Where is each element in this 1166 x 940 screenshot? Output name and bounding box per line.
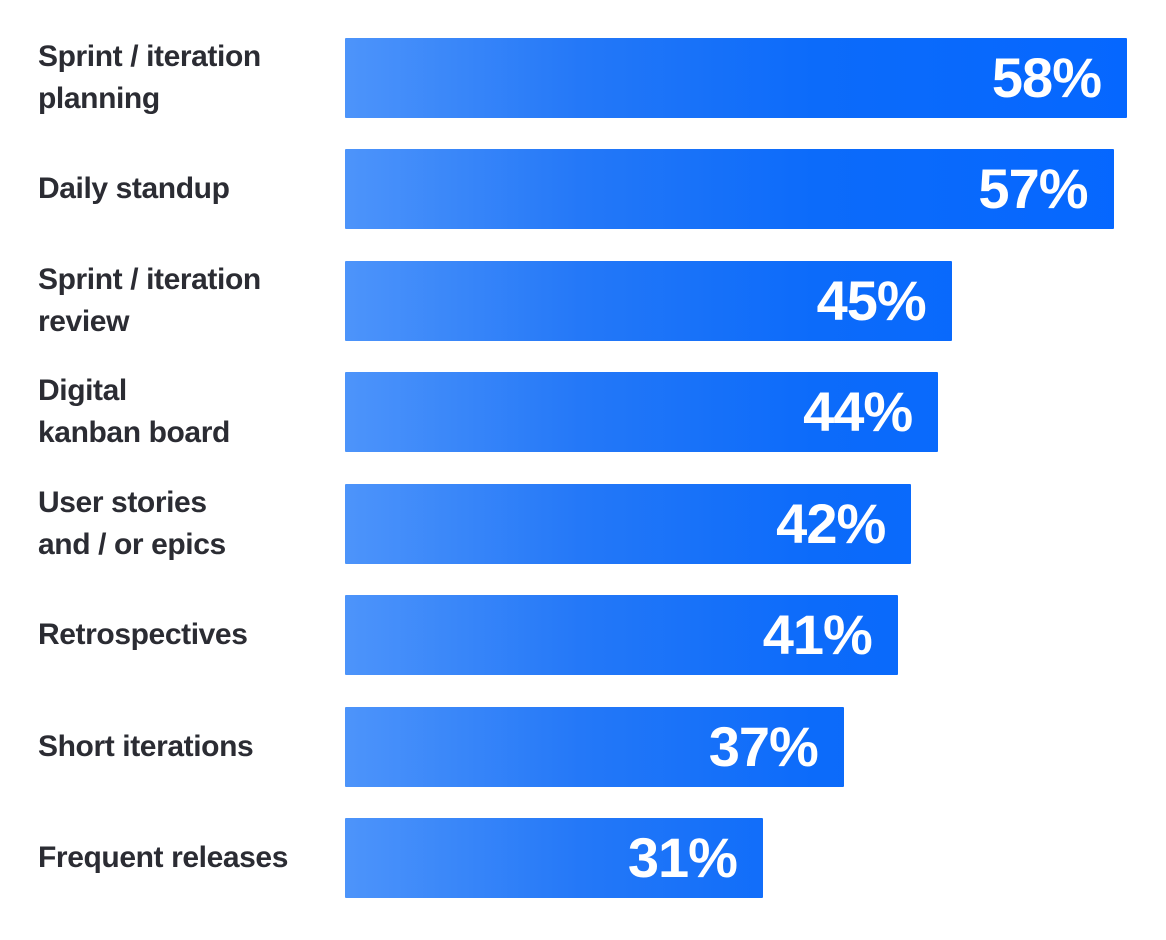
bar-fill: 58% bbox=[345, 38, 1127, 118]
bar-track: 58% bbox=[345, 38, 1127, 118]
category-label: Sprint / iteration planning bbox=[38, 40, 261, 115]
category-label: Sprint / iteration review bbox=[38, 262, 261, 338]
chart-row: Retrospectives 41% bbox=[0, 595, 1127, 676]
bar-track: 57% bbox=[345, 149, 1127, 230]
value-label: 41% bbox=[762, 603, 873, 667]
bar-track: 41% bbox=[345, 595, 1127, 676]
category-label: Retrospectives bbox=[38, 618, 248, 652]
bar-track: 31% bbox=[345, 817, 1127, 898]
chart-row: Sprint / iteration review 45% bbox=[0, 260, 1127, 341]
category-label: Daily standup bbox=[38, 172, 230, 206]
chart-row: Short iterations 37% bbox=[0, 706, 1127, 787]
chart-row: User stories and / or epics 42% bbox=[0, 483, 1127, 564]
value-label: 37% bbox=[708, 714, 819, 778]
category-label: User stories and / or epics bbox=[38, 485, 226, 561]
category-label: Frequent releases bbox=[38, 840, 288, 874]
chart-row: Digital kanban board 44% bbox=[0, 372, 1127, 453]
bar-fill: 45% bbox=[345, 260, 952, 341]
bar-track: 45% bbox=[345, 260, 1127, 341]
value-label: 57% bbox=[978, 157, 1088, 221]
value-label: 44% bbox=[803, 380, 913, 444]
category-label: Short iterations bbox=[38, 729, 254, 763]
bar-track: 37% bbox=[345, 706, 1127, 787]
bar-track: 44% bbox=[345, 372, 1127, 453]
value-label: 45% bbox=[816, 268, 927, 332]
chart-row: Sprint / iteration planning 58% bbox=[0, 38, 1127, 118]
value-label: 58% bbox=[991, 46, 1102, 109]
bar-fill: 57% bbox=[345, 149, 1114, 230]
bar-track: 42% bbox=[345, 483, 1127, 564]
bar-fill: 44% bbox=[345, 372, 939, 453]
value-label: 31% bbox=[627, 825, 738, 889]
bar-fill: 41% bbox=[345, 595, 898, 676]
category-label: Digital kanban board bbox=[38, 374, 230, 450]
bar-fill: 37% bbox=[345, 706, 844, 787]
bar-fill: 42% bbox=[345, 483, 912, 564]
chart-row: Frequent releases 31% bbox=[0, 817, 1127, 898]
value-label: 42% bbox=[776, 491, 886, 555]
bar-fill: 31% bbox=[345, 817, 763, 898]
chart-row: Daily standup 57% bbox=[0, 149, 1127, 230]
